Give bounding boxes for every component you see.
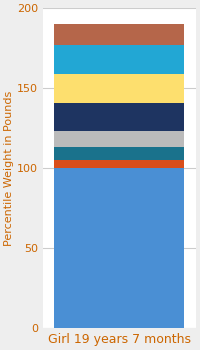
Bar [54,74,184,103]
Bar [54,103,184,131]
Bar [54,147,184,160]
Bar [54,131,184,147]
Bar [54,45,184,74]
Bar [54,160,184,168]
Y-axis label: Percentile Weight in Pounds: Percentile Weight in Pounds [4,90,14,246]
Bar [54,168,184,328]
Bar [54,24,184,45]
